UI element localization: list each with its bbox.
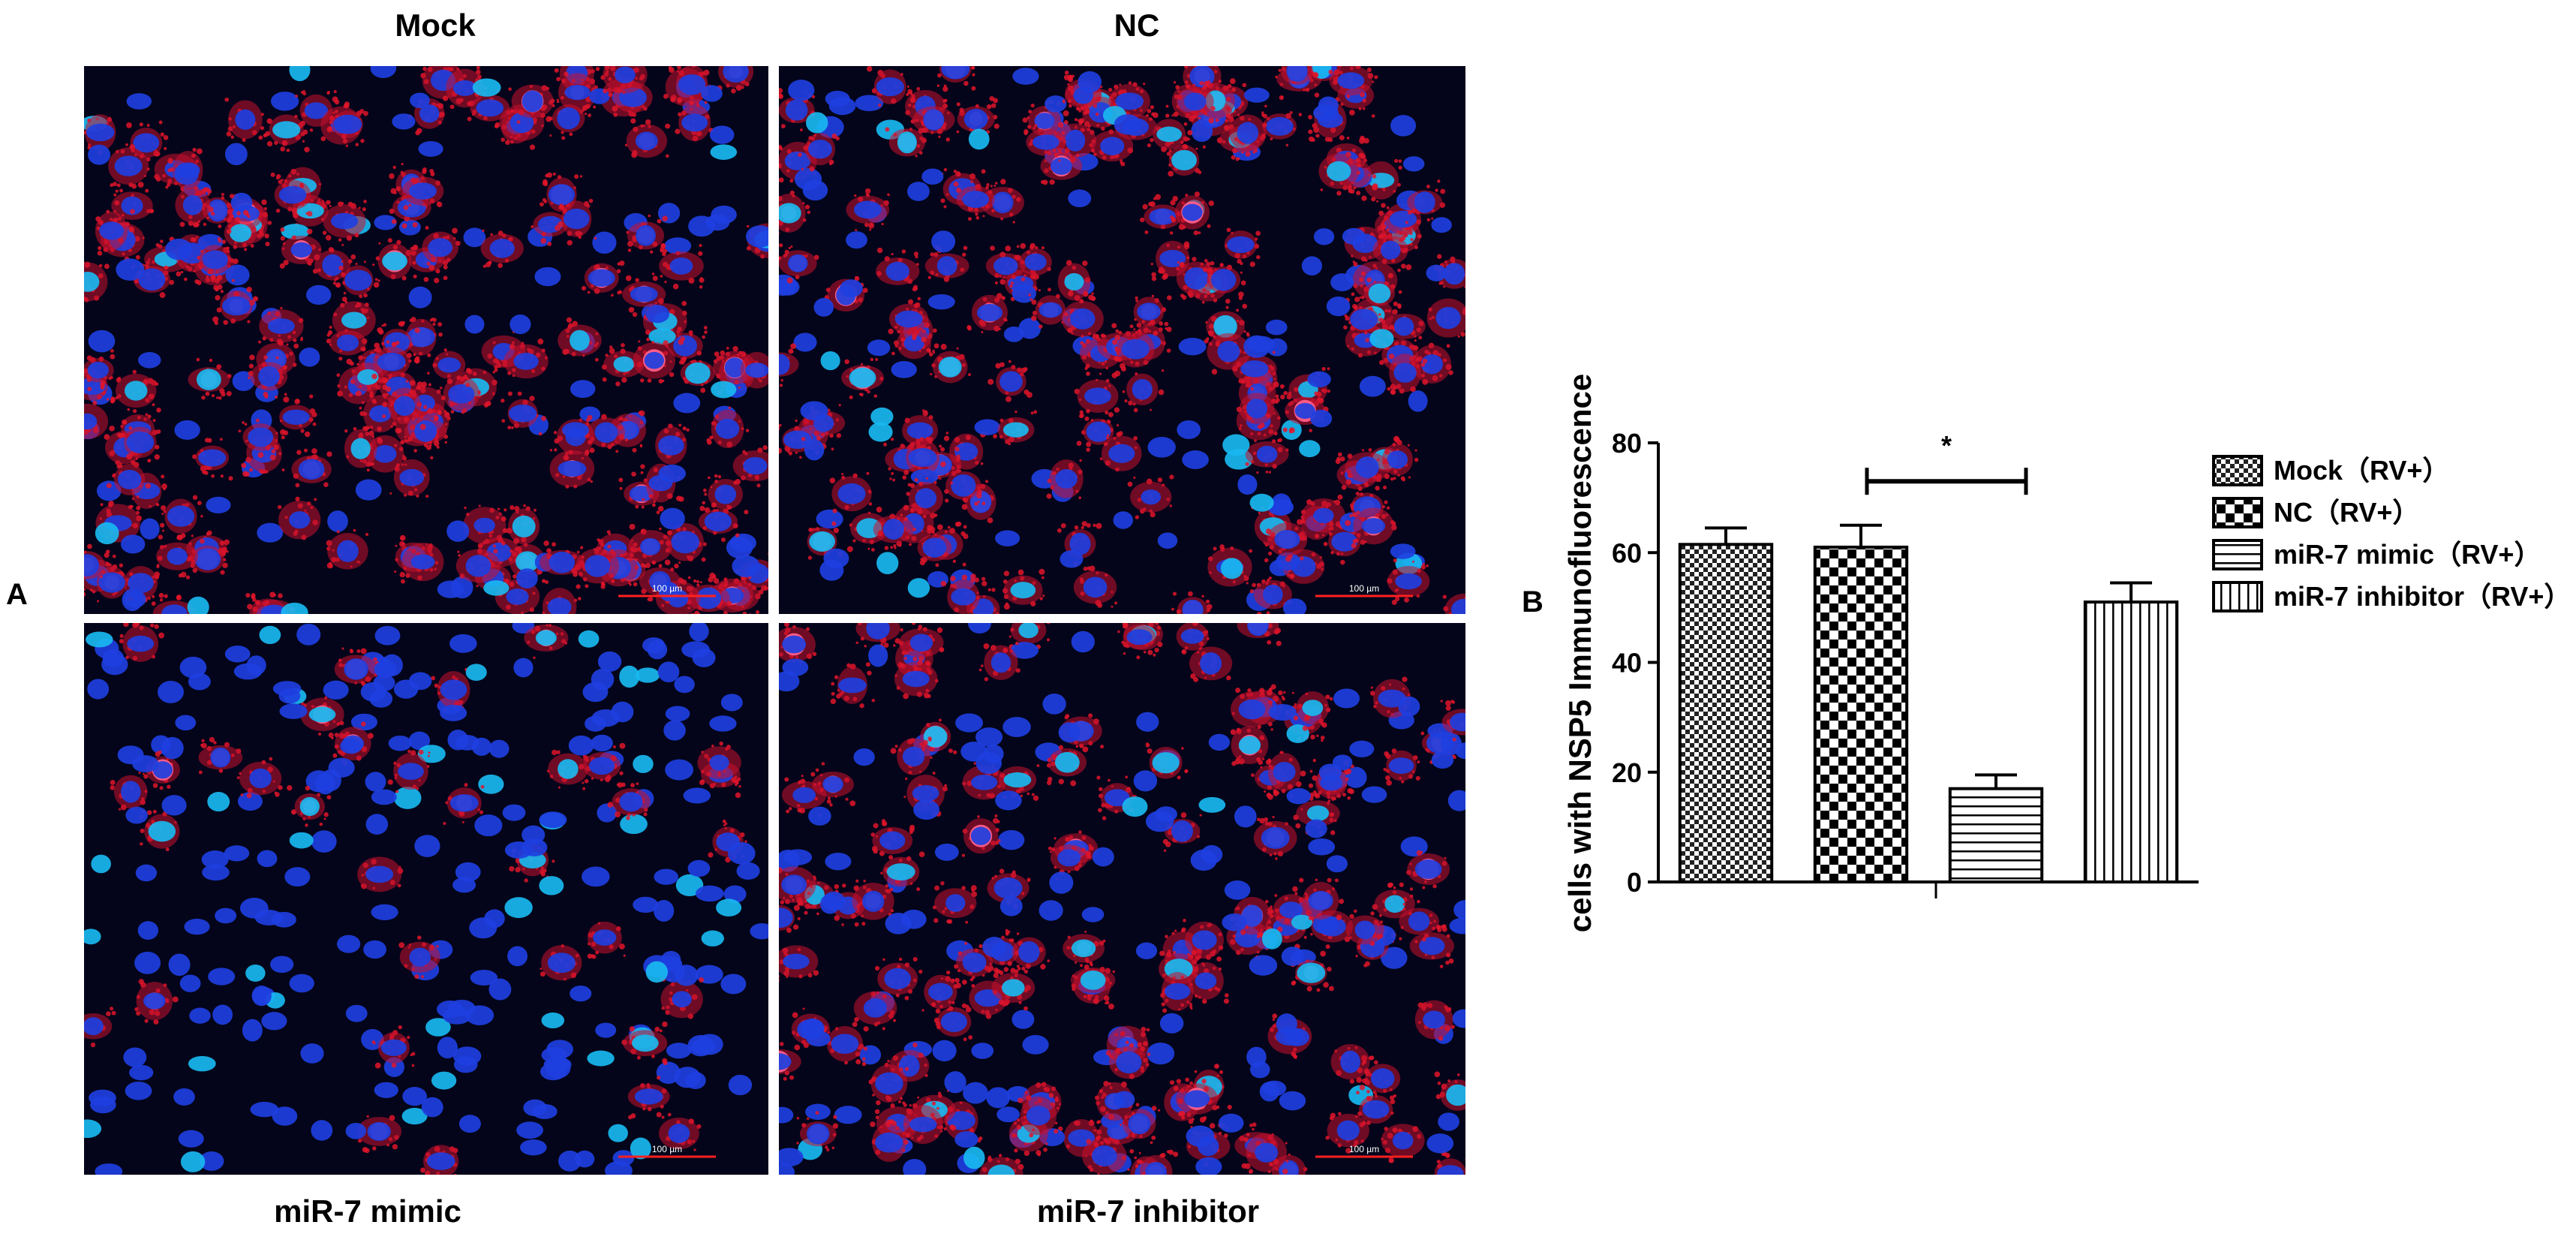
legend-swatch [2212,539,2263,570]
panel-b-label: B [1522,585,1543,618]
bar [1813,545,1909,883]
micrograph-mock: 100 µm [84,66,768,614]
cell-field: 100 µm [779,623,1465,1175]
legend-swatch [2212,581,2263,612]
legend-swatch [2212,497,2263,528]
title-mir7-inhibitor: miR-7 inhibitor [1036,1193,1260,1229]
micrograph-mir7-inhibitor: 100 µm [779,623,1465,1175]
legend-label: NC（RV+） [2274,497,2419,528]
panel-a-label: A [6,578,28,611]
title-mock: Mock [395,8,476,43]
bar [1948,787,2044,883]
y-tick-label: 80 [1612,428,1642,459]
y-tick-label: 0 [1627,867,1642,898]
significance-star: * [1941,430,1952,461]
svg-text:100 µm: 100 µm [652,583,682,594]
y-axis-label: cells with NSP5 Immunofluorescence [1562,374,1598,933]
y-tick-label: 40 [1612,648,1642,679]
bar [1678,543,1774,883]
micrograph-mir7-mimic: 100 µm [84,623,768,1175]
legend-label: miR-7 inhibitor（RV+） [2274,581,2571,612]
y-tick-label: 20 [1612,757,1642,788]
legend-label: Mock（RV+） [2274,455,2449,486]
legend-label: miR-7 mimic（RV+） [2274,539,2541,570]
bar [2083,600,2179,883]
cell-field: 100 µm [84,623,768,1175]
y-tick-label: 60 [1612,537,1642,568]
cell-field: 100 µm [84,66,768,614]
title-nc: NC [1114,8,1160,43]
cell-field: 100 µm [779,66,1465,614]
legend-swatch [2212,455,2263,486]
micrograph-nc: 100 µm [779,66,1465,614]
bar-chart: cells with NSP5 Immunofluorescence 0 20 40… [1562,374,2571,933]
title-mir7-mimic: miR-7 mimic [274,1193,461,1229]
